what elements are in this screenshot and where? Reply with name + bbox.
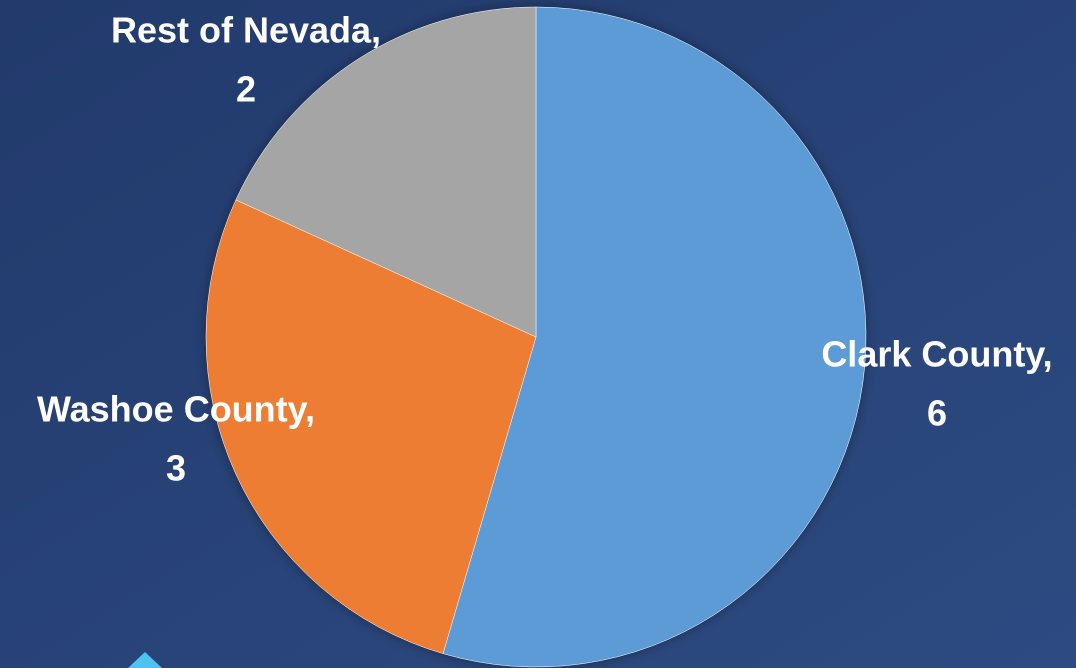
labels: Clark County, 6 Washoe County, 3 Rest of Nev…: [37, 10, 1053, 489]
decoration: [128, 652, 162, 668]
data-label-name: Clark County,: [821, 334, 1052, 375]
data-label-value: 2: [236, 69, 256, 110]
data-label-value: 3: [166, 448, 186, 489]
data-label-value: 6: [927, 393, 947, 434]
data-label-name: Rest of Nevada,: [111, 10, 381, 51]
data-label-name: Washoe County,: [37, 389, 315, 430]
pie-slice: [235, 6, 537, 338]
pie-slice: [442, 6, 867, 668]
pie: [205, 6, 867, 668]
pie-slice: [205, 199, 537, 654]
